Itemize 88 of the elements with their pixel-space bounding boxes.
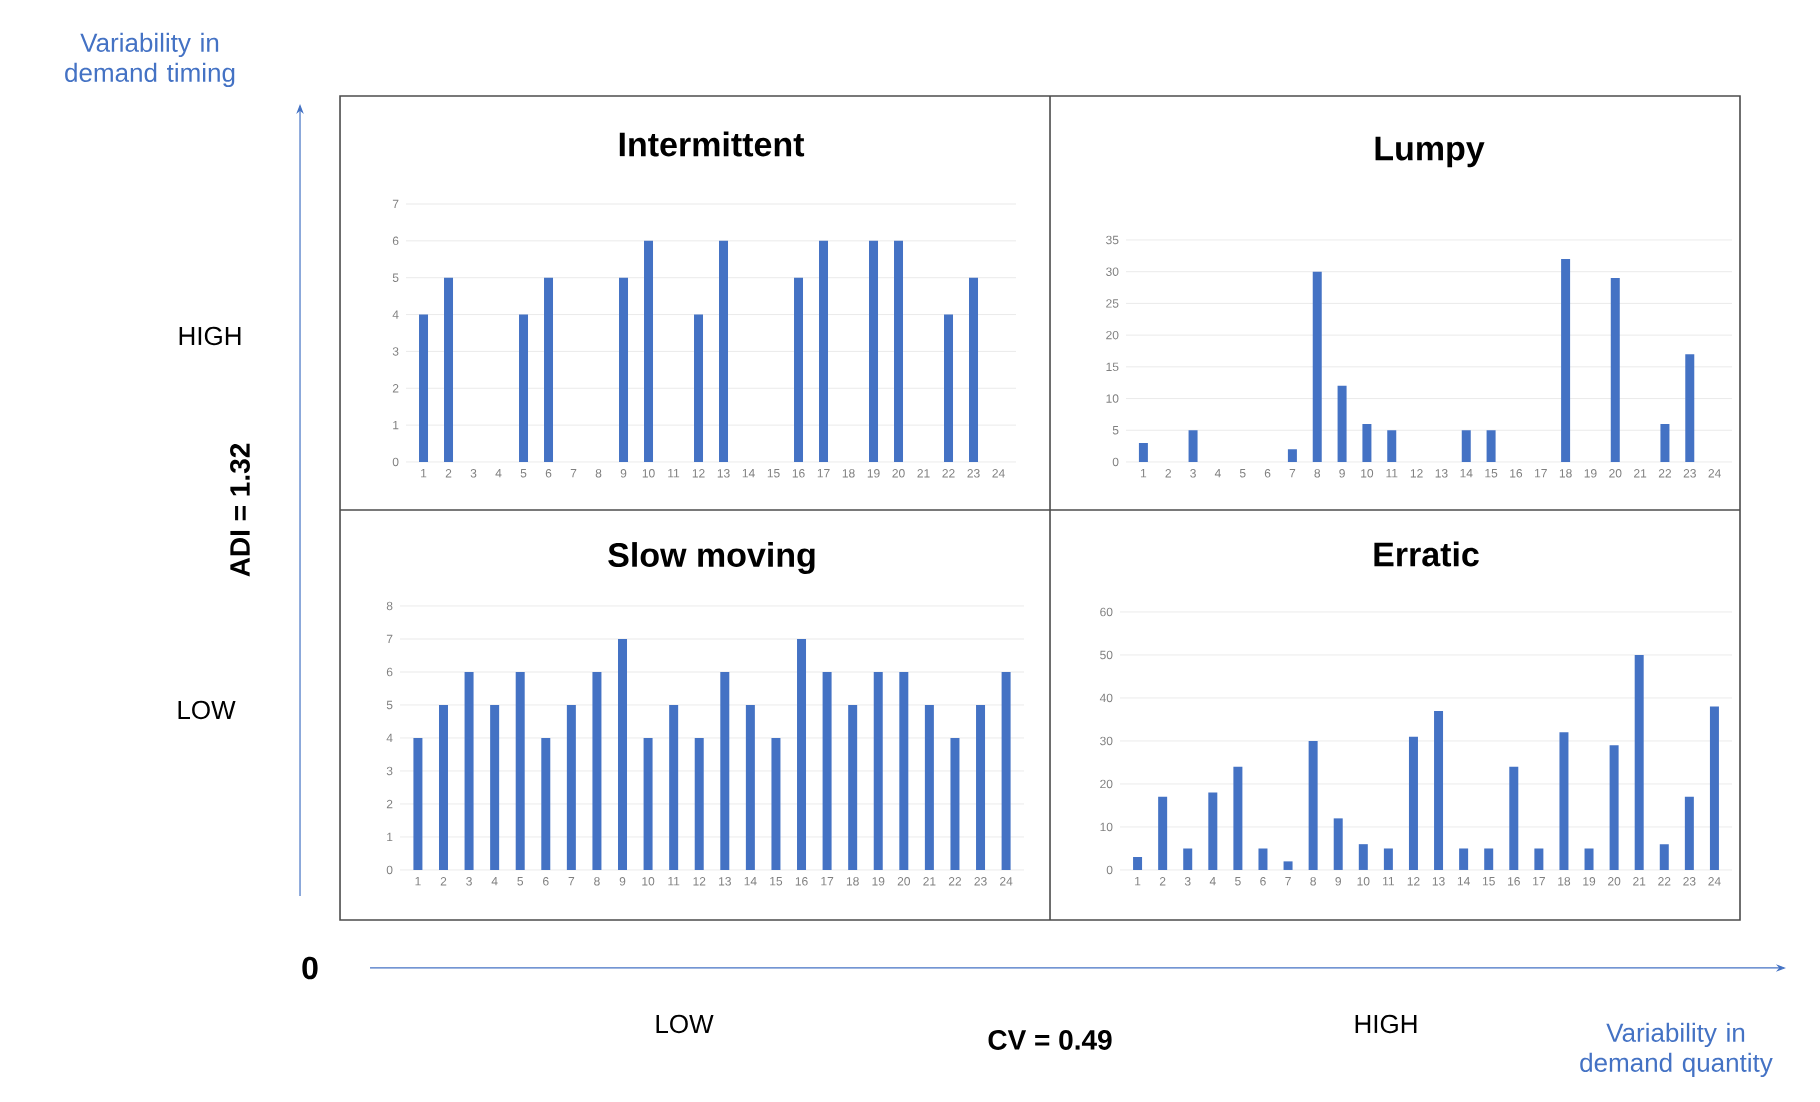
bar <box>797 638 807 870</box>
chart-title: Lumpy <box>1375 136 1485 168</box>
bar <box>1559 732 1569 870</box>
bar <box>1459 848 1469 870</box>
bar <box>1659 844 1669 870</box>
bar <box>822 671 832 870</box>
bar <box>1258 848 1268 870</box>
bar <box>694 737 704 870</box>
bar <box>1138 442 1148 462</box>
bar <box>544 277 554 462</box>
text: Variability in demand timing <box>65 32 235 88</box>
bar <box>1312 271 1322 462</box>
bar <box>592 671 602 870</box>
bar <box>1509 766 1519 870</box>
bar <box>771 737 781 870</box>
bar <box>1685 354 1695 462</box>
bar <box>1486 430 1496 462</box>
bar <box>899 671 909 870</box>
bar <box>1484 848 1494 870</box>
bar <box>1660 423 1670 462</box>
bar <box>873 671 883 870</box>
bar <box>490 704 500 870</box>
bar <box>439 704 448 870</box>
text: CV = 0.49 <box>988 1030 1112 1050</box>
bar <box>541 737 551 870</box>
bar <box>1208 792 1218 870</box>
text: HIGH <box>1355 1014 1417 1034</box>
bar <box>950 737 960 870</box>
bar <box>515 671 525 870</box>
bar <box>464 671 474 870</box>
bar <box>618 638 628 870</box>
bar <box>745 704 755 870</box>
bar <box>1158 796 1168 870</box>
bar <box>1387 430 1397 462</box>
bar <box>413 737 423 870</box>
bar <box>1283 861 1293 870</box>
chart-title: Slow moving <box>608 542 815 574</box>
bar <box>1609 745 1619 870</box>
bar <box>1584 848 1594 870</box>
bar <box>619 277 629 462</box>
bar <box>1183 848 1193 870</box>
text: 0 <box>302 956 318 980</box>
bar <box>1408 736 1418 870</box>
bar <box>1333 818 1343 870</box>
text: HIGH <box>179 326 241 346</box>
bar <box>1610 278 1620 462</box>
bar <box>794 277 804 462</box>
bar <box>1358 844 1368 870</box>
bar <box>566 704 576 870</box>
bar <box>1709 706 1719 870</box>
chart-title: Erratic <box>1374 541 1479 567</box>
bar <box>848 704 858 870</box>
bar <box>969 277 979 462</box>
bar <box>1287 449 1297 462</box>
bar <box>519 314 529 462</box>
bar <box>419 314 429 462</box>
bar <box>1308 740 1318 870</box>
bar <box>1383 848 1393 870</box>
bar <box>1133 857 1143 870</box>
bar <box>669 704 679 870</box>
bar <box>1634 654 1644 870</box>
bar <box>444 277 454 462</box>
bar <box>1001 671 1011 870</box>
bar <box>1461 430 1471 462</box>
bar <box>1434 710 1444 870</box>
text: LOW <box>656 1014 714 1034</box>
bar <box>1534 848 1544 870</box>
bar <box>976 704 986 870</box>
text: ADI = 1.32 <box>230 443 250 577</box>
bar <box>643 737 653 870</box>
bar <box>1233 766 1243 870</box>
bar <box>1561 259 1571 462</box>
chart-title: Intermittent <box>619 131 805 157</box>
bar <box>1684 796 1694 870</box>
bar <box>720 671 730 870</box>
bar <box>924 704 934 870</box>
text: LOW <box>178 700 236 720</box>
bar <box>894 240 904 462</box>
bar <box>1362 423 1372 462</box>
bar <box>944 314 954 462</box>
bar <box>644 240 654 462</box>
bar <box>819 240 829 462</box>
text: Variability in demand quantity <box>1580 1022 1773 1078</box>
bar <box>719 240 729 462</box>
bar <box>1188 430 1198 462</box>
bar <box>1337 385 1347 462</box>
bar <box>869 240 879 462</box>
bar <box>694 314 704 462</box>
